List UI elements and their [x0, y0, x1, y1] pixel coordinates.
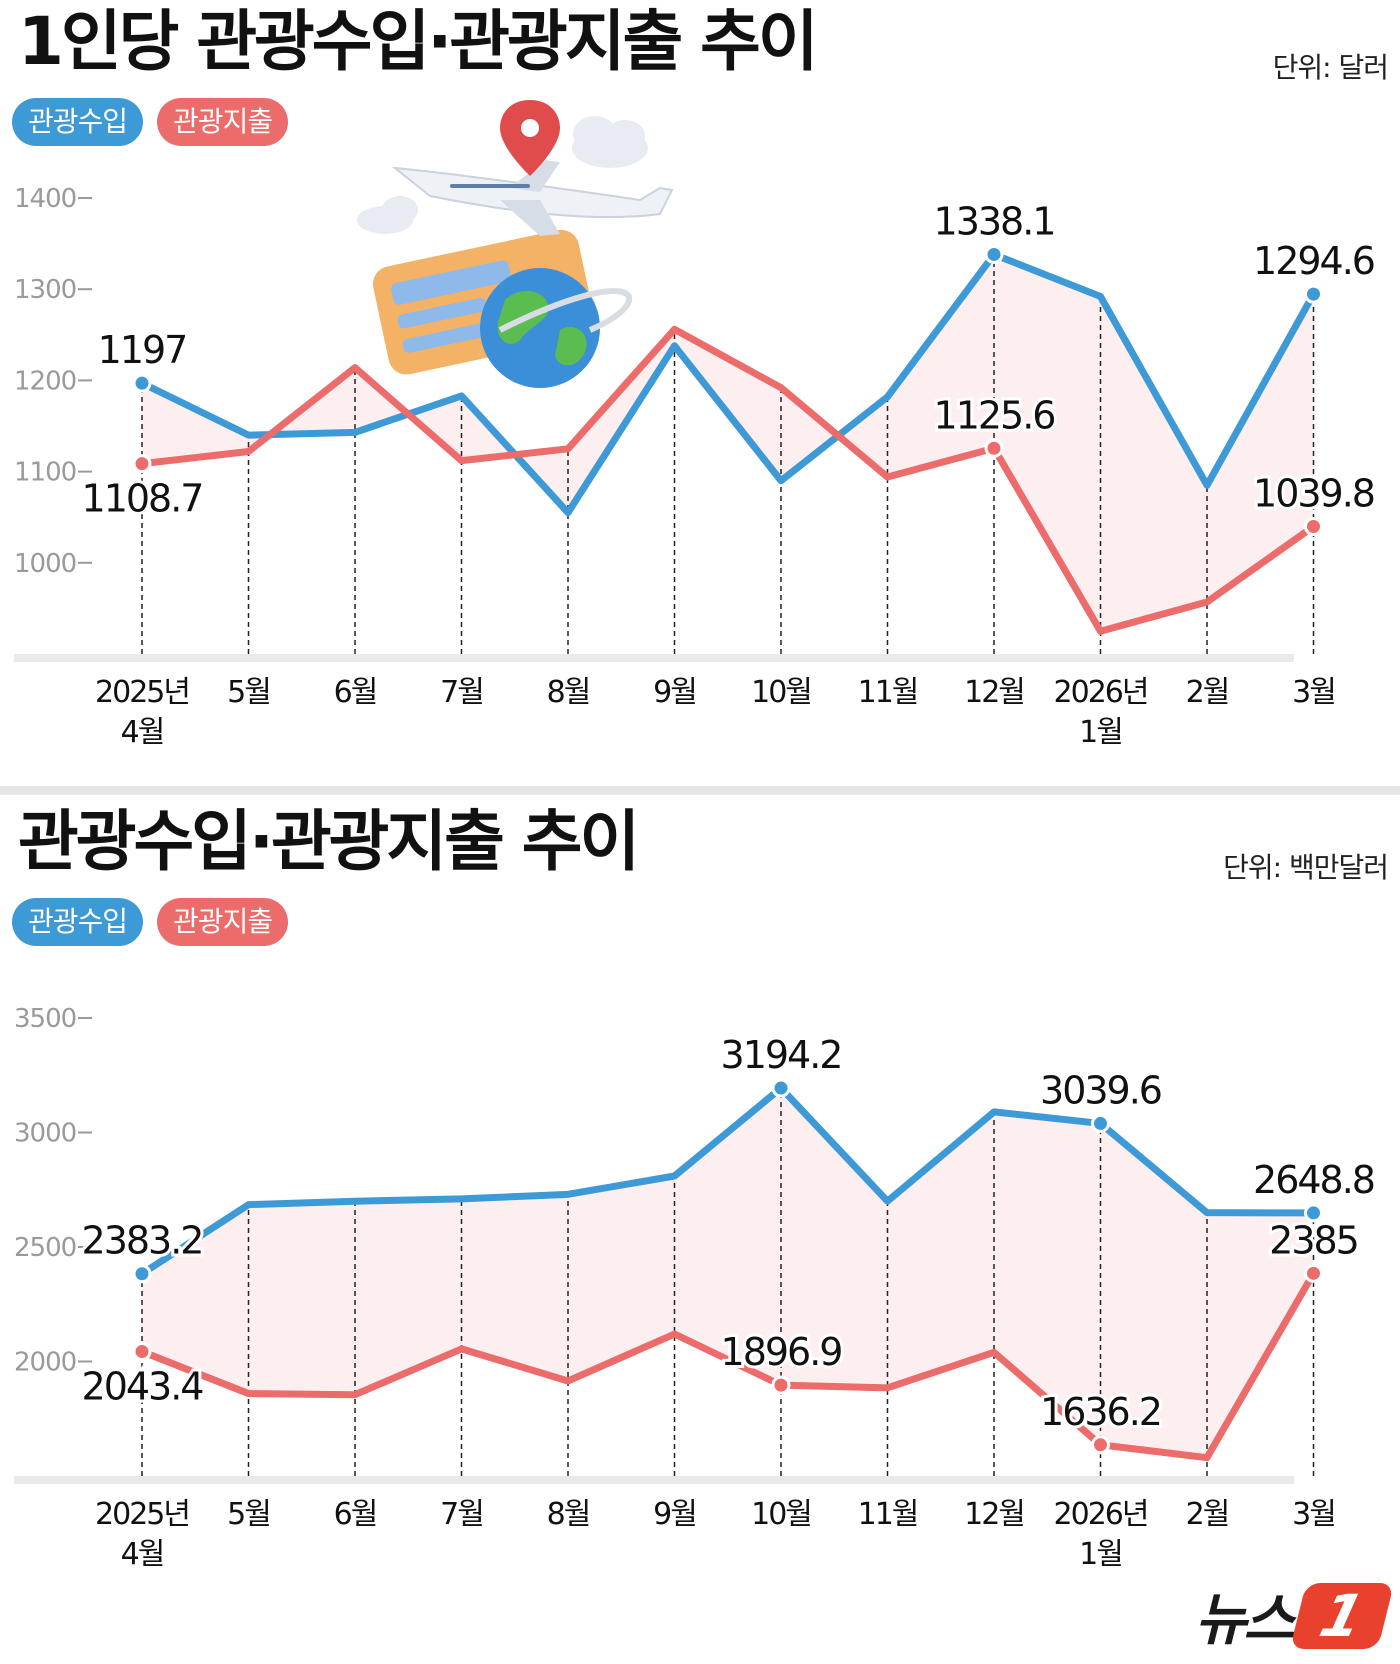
- x-tick-label: 7월: [440, 675, 483, 710]
- data-point-expense: [984, 438, 1004, 458]
- data-label: 3194.2: [721, 1033, 842, 1077]
- x-tick-label: 5월: [227, 675, 270, 710]
- logo-text: 뉴스: [1194, 1588, 1295, 1653]
- total-chart-panel: 2000 2500 3000 3500 2383.2 2043.4 3194.2 1896.9…: [0, 800, 1400, 1664]
- x-tick-label: 2026년: [1054, 1497, 1148, 1532]
- y-tick-label: 1000: [14, 549, 76, 579]
- data-label: 2385: [1269, 1218, 1358, 1262]
- x-tick-label: 3월: [1292, 1497, 1335, 1532]
- x-tick-label: 1월: [1079, 715, 1122, 750]
- x-tick-label: 12월: [964, 675, 1024, 710]
- data-label: 3039.6: [1040, 1068, 1161, 1112]
- y-tick-label: 1300: [14, 275, 76, 305]
- series-line-expense: [138, 1269, 1317, 1462]
- data-label: 2043.4: [82, 1365, 204, 1409]
- legend-expense: 관광지출: [157, 898, 289, 946]
- data-point-income: [1304, 284, 1323, 304]
- y-tick-label: 1400: [14, 184, 76, 214]
- y-tick-label: 1100: [14, 458, 76, 488]
- y-tick-label: 2000: [14, 1348, 76, 1378]
- series-line-income: [138, 250, 1317, 517]
- data-label: 1039.8: [1253, 472, 1374, 516]
- legend-income: 관광수입: [12, 98, 144, 146]
- x-tick-label: 2026년: [1054, 675, 1148, 710]
- cloud-icon: [357, 116, 648, 234]
- series-gap-area: [142, 254, 1314, 632]
- data-point-expense: [771, 1375, 791, 1395]
- location-pin-icon: [500, 100, 560, 176]
- data-point-expense: [1304, 517, 1323, 537]
- y-tick-label: 3500: [14, 1004, 76, 1034]
- x-tick-label: 11월: [858, 675, 918, 710]
- news1-logo: 뉴스 1: [1194, 1575, 1395, 1656]
- total-line-chart: 2000 2500 3000 3500 2383.2 2043.4 3194.2 1896.9…: [14, 1004, 1379, 1572]
- logo-mark: 1: [1289, 1582, 1395, 1650]
- data-point-income: [1304, 1203, 1323, 1223]
- x-tick-label: 6월: [334, 1497, 377, 1532]
- x-tick-label: 2월: [1186, 1497, 1229, 1532]
- x-tick-label: 11월: [858, 1497, 918, 1532]
- x-tick-label: 2025년: [95, 1497, 189, 1532]
- legend-income: 관광수입: [12, 898, 144, 946]
- unit-label: 단위: 달러: [1272, 51, 1389, 84]
- baseline: [14, 654, 1294, 662]
- series-line-income: [138, 1084, 1317, 1278]
- data-point-income: [771, 1078, 791, 1098]
- data-label: 1294.6: [1253, 239, 1374, 283]
- data-label: 2383.2: [82, 1219, 203, 1263]
- legend-expense: 관광지출: [157, 98, 289, 146]
- data-point-expense: [132, 454, 152, 474]
- x-tick-label: 1월: [1079, 1537, 1122, 1572]
- x-tick-label: 9월: [653, 1497, 696, 1532]
- x-tick-label: 2월: [1186, 675, 1229, 710]
- legend: 관광수입 관광지출: [12, 98, 289, 146]
- baseline: [14, 1476, 1294, 1484]
- x-tick-label: 4월: [121, 715, 164, 750]
- x-tick-label: 5월: [227, 1497, 270, 1532]
- travel-illustration: [357, 100, 674, 388]
- x-tick-label: 7월: [440, 1497, 483, 1532]
- series-line-expense: [138, 325, 1317, 635]
- series-gap-area: [142, 1088, 1314, 1458]
- x-tick-label: 2025년: [95, 675, 189, 710]
- data-label: 2648.8: [1253, 1158, 1374, 1202]
- x-tick-label: 4월: [121, 1537, 164, 1572]
- data-point-expense: [1304, 1263, 1323, 1283]
- data-point-income: [984, 244, 1004, 264]
- x-tick-label: 8월: [547, 675, 590, 710]
- per-capita-chart-panel: 1000 1100 1200 1300 1400 1197 1108.7 1338.1 1125…: [0, 0, 1400, 786]
- data-label: 1338.1: [934, 199, 1055, 243]
- page-title: 관광수입·관광지출 추이: [18, 803, 640, 880]
- data-label: 1108.7: [82, 477, 203, 521]
- data-label: 1197: [98, 328, 187, 372]
- legend: 관광수입 관광지출: [12, 898, 289, 946]
- airplane-icon: [391, 160, 674, 236]
- x-tick-label: 3월: [1292, 675, 1335, 710]
- data-label: 1896.9: [721, 1330, 842, 1374]
- y-tick-label: 2500: [14, 1233, 76, 1263]
- data-label: 1125.6: [934, 393, 1055, 437]
- data-label: 1636.2: [1040, 1390, 1161, 1434]
- x-tick-label: 10월: [751, 1497, 811, 1532]
- data-point-income: [132, 1264, 152, 1284]
- x-tick-label: 10월: [751, 675, 811, 710]
- x-tick-label: 12월: [964, 1497, 1024, 1532]
- per-capita-line-chart: 1000 1100 1200 1300 1400 1197 1108.7 1338.1 1125…: [14, 100, 1379, 750]
- x-tick-label: 9월: [653, 675, 696, 710]
- page-title: 1인당 관광수입·관광지출 추이: [18, 3, 819, 80]
- panel-divider: [0, 786, 1400, 795]
- data-point-income: [1091, 1113, 1110, 1133]
- y-tick-label: 3000: [14, 1119, 76, 1149]
- data-point-expense: [1091, 1435, 1110, 1455]
- globe-icon: [480, 268, 633, 388]
- unit-label: 단위: 백만달러: [1223, 851, 1389, 884]
- data-point-expense: [132, 1342, 152, 1362]
- x-tick-label: 8월: [547, 1497, 590, 1532]
- y-tick-label: 1200: [14, 366, 76, 396]
- x-tick-label: 6월: [334, 675, 377, 710]
- data-point-income: [132, 373, 152, 393]
